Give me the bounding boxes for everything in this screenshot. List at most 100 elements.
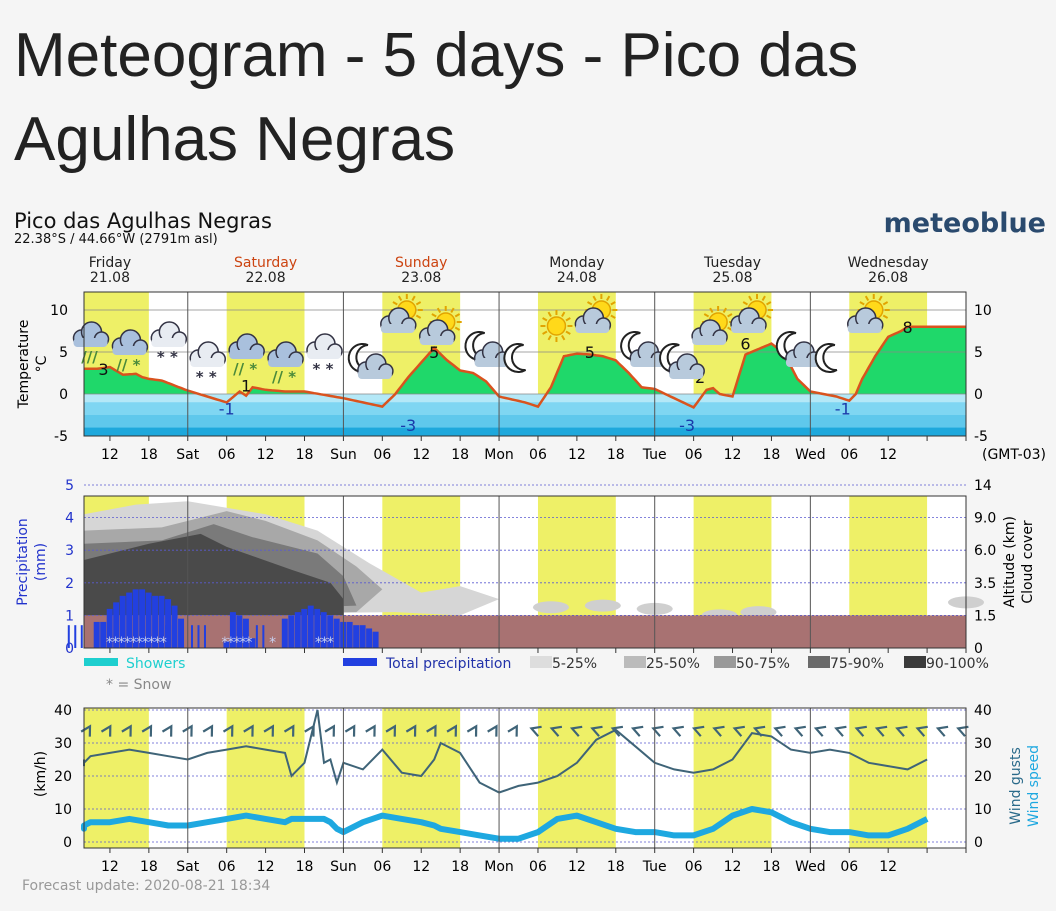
wind-direction-arrow xyxy=(732,725,745,737)
time-tick-label: 12 xyxy=(257,447,275,463)
temperature-tick-right: 10 xyxy=(974,303,992,319)
precipitation-bar xyxy=(320,612,327,648)
below-zero-band xyxy=(84,427,966,436)
temperature-value-label: 5 xyxy=(429,343,439,362)
wind-direction-icon xyxy=(773,725,786,737)
timezone-label: (GMT-03) xyxy=(982,447,1046,463)
sun-ray xyxy=(415,301,422,306)
wind-direction-arrow xyxy=(324,724,336,737)
wind-direction-arrow xyxy=(263,724,275,737)
precipitation-bar xyxy=(93,621,100,648)
time-tick-label: 06 xyxy=(685,447,703,463)
wind-direction-icon xyxy=(304,724,315,737)
sun-ray xyxy=(859,301,865,306)
cloud-part xyxy=(474,358,509,367)
altitude-tick: 0 xyxy=(974,641,983,657)
altitude-tick: 14 xyxy=(974,478,992,494)
cloud-cover-area xyxy=(532,601,569,614)
wind-direction-icon xyxy=(610,725,624,737)
wind-direction-arrow xyxy=(691,725,705,737)
temperature-panel: 10105500-5-53-11-355-326-18Temperature°C… xyxy=(16,294,992,445)
time-tick-label: 18 xyxy=(607,447,625,463)
cloud-part xyxy=(731,324,766,333)
wind-direction-icon xyxy=(141,724,153,737)
time-tick-label: 12 xyxy=(724,859,742,875)
precipitation-bar xyxy=(346,621,353,648)
time-tick-label: 18 xyxy=(763,859,781,875)
cloud-cover-legend-label: 50-75% xyxy=(736,656,790,672)
precipitation-axis-label: Precipitation xyxy=(15,518,31,606)
sun-ray xyxy=(864,295,870,301)
sun-ray xyxy=(766,301,772,306)
shower-bar xyxy=(255,625,258,648)
wind-direction-icon xyxy=(222,724,234,737)
precip-glyph: * * xyxy=(196,368,217,386)
temperature-value-label: 6 xyxy=(740,335,750,354)
precip-glyph: /// xyxy=(81,348,98,366)
sun-ray xyxy=(450,307,455,313)
sun-ray xyxy=(882,301,889,306)
rain-snow-cloud-icon: // * xyxy=(111,329,149,374)
sun-ray xyxy=(610,314,616,319)
wind-direction-arrow xyxy=(365,724,376,737)
temperature-axis-unit: °C xyxy=(34,355,50,372)
below-zero-band xyxy=(84,394,966,403)
wind-direction-arrow xyxy=(243,724,254,737)
wind-direction-icon xyxy=(874,725,888,737)
sun-ray xyxy=(397,295,403,301)
wind-direction-icon xyxy=(263,724,275,737)
temperature-tick-right: 5 xyxy=(974,345,983,361)
time-tick-label: Sun xyxy=(330,447,357,463)
wind-direction-arrow xyxy=(141,724,153,737)
precipitation-axis-unit: (mm) xyxy=(33,543,49,581)
sun-cloud-icon xyxy=(847,294,890,333)
cloud-cover-legend-label: 90-100% xyxy=(926,656,989,672)
cloud-part xyxy=(190,358,225,367)
sun-ray xyxy=(454,326,461,331)
precipitation-bar xyxy=(294,612,301,648)
wind-direction-icon xyxy=(854,725,867,737)
cloud-cover-legend-swatch xyxy=(714,656,736,668)
wind-direction-icon xyxy=(344,724,356,737)
time-tick-label: 18 xyxy=(296,859,314,875)
cloud-part xyxy=(692,336,727,345)
day-date: 21.08 xyxy=(90,270,130,286)
sun-cloud-icon xyxy=(418,306,462,345)
sun-ray xyxy=(431,313,437,318)
sun-ray xyxy=(561,335,566,341)
shower-bar xyxy=(197,625,200,648)
snow-legend-label: * = Snow xyxy=(106,677,171,693)
time-axes: 12 18 Sat 06 12 18 Sun 06 12 18 Mon 06 12 18 Tue 06 12 18… xyxy=(83,291,1046,875)
wind-direction-arrow xyxy=(405,724,417,737)
wind-direction-arrow xyxy=(202,724,214,737)
wind-direction-arrow xyxy=(590,725,603,737)
day-name: Sunday xyxy=(395,255,447,271)
cloud-part xyxy=(669,370,704,379)
precipitation-bar xyxy=(281,618,288,648)
wind-direction-arrow xyxy=(834,725,847,737)
wind-direction-arrow xyxy=(874,725,888,737)
sun-ray xyxy=(587,301,593,306)
sun-ray xyxy=(454,313,461,318)
wind-direction-arrow xyxy=(915,725,928,737)
temperature-value-label: 3 xyxy=(98,360,108,379)
time-tick-label: Tue xyxy=(642,859,667,875)
time-tick-label: 06 xyxy=(685,859,703,875)
day-date: 23.08 xyxy=(401,270,441,286)
wind-direction-arrow xyxy=(529,725,542,737)
wind-direction-arrow xyxy=(304,724,315,737)
wind-direction-icon xyxy=(956,725,969,737)
wind-direction-icon xyxy=(732,725,745,737)
precipitation-bar xyxy=(307,605,314,648)
wind-direction-icon xyxy=(202,724,214,737)
day-date: 24.08 xyxy=(557,270,597,286)
time-tick-label: Tue xyxy=(642,447,667,463)
panel-background xyxy=(84,708,966,848)
wind-speed-line xyxy=(81,806,929,842)
wind-direction-arrow xyxy=(773,725,786,737)
time-tick-label: 18 xyxy=(763,447,781,463)
wind-direction-arrow xyxy=(121,724,132,737)
time-tick-label: 12 xyxy=(412,859,430,875)
sun-cloud-icon xyxy=(691,306,735,345)
moon-shape xyxy=(503,343,527,373)
